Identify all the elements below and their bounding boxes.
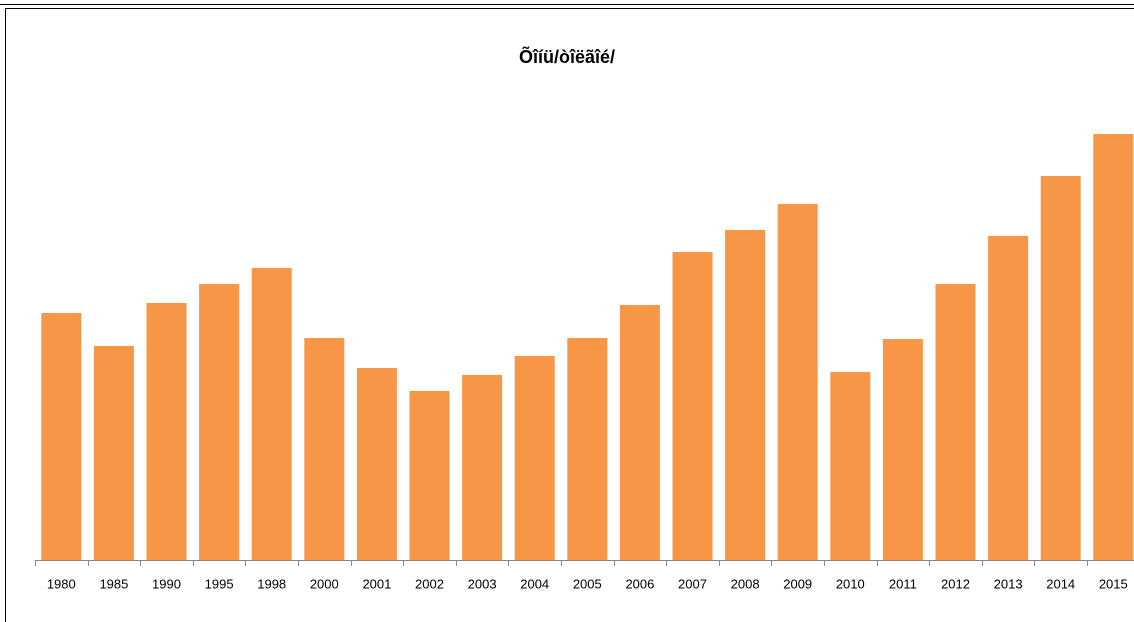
x-tick-label: 2005 bbox=[573, 576, 602, 591]
bar bbox=[935, 284, 976, 560]
bar bbox=[988, 236, 1029, 560]
x-tick-label: 2002 bbox=[415, 576, 444, 591]
bar bbox=[304, 338, 345, 560]
x-tick-label: 2003 bbox=[468, 576, 497, 591]
x-tick-label: 2013 bbox=[994, 576, 1023, 591]
x-tick-label: 2001 bbox=[362, 576, 391, 591]
bar bbox=[409, 391, 450, 560]
bar bbox=[356, 368, 397, 560]
chart-title: Õîíü/òîëãîé/ bbox=[519, 46, 615, 67]
x-tick-label: 1980 bbox=[47, 576, 76, 591]
x-tick-label: 2008 bbox=[731, 576, 760, 591]
bar bbox=[1040, 176, 1081, 560]
x-tick-label: 2015 bbox=[1099, 576, 1128, 591]
bar bbox=[251, 268, 292, 560]
x-tick-label: 1985 bbox=[99, 576, 128, 591]
bar bbox=[462, 375, 503, 560]
x-tick-label: 2010 bbox=[836, 576, 865, 591]
bar bbox=[199, 284, 240, 560]
bar bbox=[567, 338, 608, 560]
bar bbox=[93, 346, 134, 560]
bar bbox=[146, 303, 187, 560]
bar bbox=[619, 305, 660, 560]
bar bbox=[514, 356, 555, 560]
x-tick-label: 2004 bbox=[520, 576, 549, 591]
bar bbox=[882, 339, 923, 560]
x-tick-label: 2006 bbox=[625, 576, 654, 591]
x-tick-label: 2011 bbox=[889, 576, 917, 591]
x-tick-label: 2000 bbox=[310, 576, 339, 591]
x-tick-label: 2014 bbox=[1046, 576, 1075, 591]
bar bbox=[41, 313, 82, 560]
x-tick-label: 2009 bbox=[783, 576, 812, 591]
x-tick-label: 1990 bbox=[152, 576, 181, 591]
bar bbox=[777, 204, 818, 560]
bar bbox=[1093, 134, 1134, 560]
x-tick-label: 1995 bbox=[205, 576, 234, 591]
bar bbox=[672, 252, 713, 560]
bar bbox=[725, 230, 766, 560]
x-tick-label: 1998 bbox=[257, 576, 286, 591]
x-tick-label: 2012 bbox=[941, 576, 970, 591]
x-tick-label: 2007 bbox=[678, 576, 707, 591]
bar bbox=[830, 372, 871, 560]
